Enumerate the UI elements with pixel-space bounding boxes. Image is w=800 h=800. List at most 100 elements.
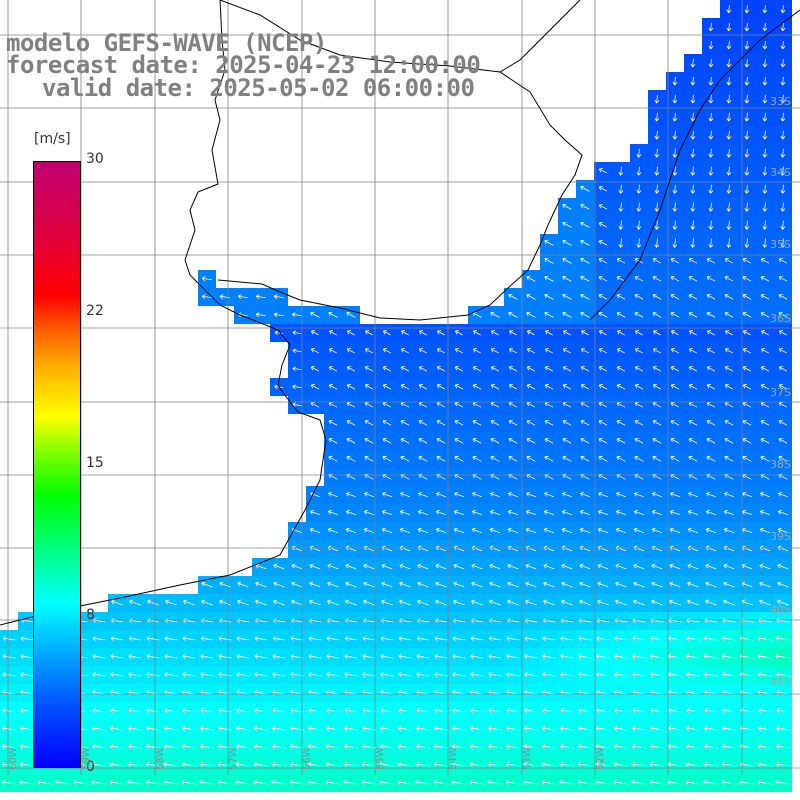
wind-arrow — [723, 599, 735, 606]
wind-arrow — [237, 294, 248, 300]
wind-arrow — [742, 437, 752, 444]
wind-arrow — [703, 635, 719, 641]
wind-arrow — [690, 202, 696, 212]
wind-arrow — [777, 527, 789, 534]
wind-arrow — [292, 366, 302, 372]
wind-arrow — [726, 148, 732, 158]
wind-arrow — [597, 509, 608, 516]
wind-arrow — [580, 491, 590, 498]
wind-arrow — [382, 402, 392, 408]
valid-date: valid date: 2025-05-02 06:00:00 — [42, 74, 475, 102]
wind-arrow — [505, 707, 520, 713]
wind-arrow — [742, 384, 752, 390]
wind-arrow — [91, 725, 107, 731]
wind-arrow — [361, 779, 377, 785]
wind-arrow — [780, 202, 786, 212]
wind-arrow — [562, 491, 572, 498]
wind-arrow — [487, 707, 502, 713]
wind-arrow — [690, 58, 696, 68]
wind-arrow — [780, 40, 786, 50]
wind-arrow — [253, 707, 268, 713]
wind-arrow — [744, 112, 750, 122]
wind-arrow — [690, 130, 696, 140]
wind-arrow — [777, 599, 789, 606]
wind-arrow — [672, 148, 678, 158]
wind-arrow — [472, 402, 482, 408]
wind-arrow — [688, 311, 698, 318]
wind-arrow — [578, 636, 592, 641]
wind-arrow — [744, 23, 750, 32]
wind-arrow — [109, 761, 125, 767]
wind-arrow — [757, 779, 773, 785]
wind-arrow — [363, 527, 375, 534]
wind-arrow — [742, 275, 752, 282]
wind-arrow — [726, 23, 732, 32]
wind-arrow — [271, 707, 286, 713]
lat-label: 34S — [770, 166, 791, 179]
wind-arrow — [235, 707, 250, 713]
wind-arrow — [218, 636, 232, 641]
wind-arrow — [688, 455, 698, 462]
lat-lon-grid — [0, 0, 800, 775]
wind-arrow — [685, 725, 701, 731]
wind-arrow — [667, 779, 683, 785]
wind-arrow — [346, 491, 356, 498]
wind-arrow — [487, 725, 503, 731]
wind-arrow — [633, 509, 644, 516]
lon-label: 53W — [522, 747, 533, 770]
wind-arrow — [400, 437, 410, 444]
wind-arrow — [436, 437, 446, 444]
wind-arrow — [271, 761, 287, 767]
wind-arrow — [346, 330, 355, 336]
wind-arrow — [417, 563, 429, 570]
wind-arrow — [345, 599, 357, 606]
wind-arrow — [690, 238, 696, 248]
wind-arrow — [672, 94, 678, 104]
wind-arrow — [708, 112, 714, 122]
wind-arrow — [634, 311, 644, 318]
wind-arrow — [654, 184, 660, 194]
wind-arrow — [471, 509, 482, 516]
wind-arrow — [595, 671, 610, 677]
wind-arrow — [672, 184, 678, 194]
wind-arrow — [672, 202, 678, 212]
wind-arrow — [706, 384, 716, 390]
wind-arrow — [1, 725, 17, 731]
wind-arrow — [381, 527, 393, 534]
wind-arrow — [237, 581, 249, 588]
wind-arrow — [454, 348, 463, 354]
wind-arrow — [631, 743, 647, 749]
wind-arrow — [598, 455, 608, 462]
wind-arrow — [562, 455, 572, 462]
wind-arrow — [487, 761, 503, 767]
wind-arrow — [199, 761, 215, 767]
wind-arrow — [201, 276, 212, 282]
wind-arrow — [325, 707, 340, 713]
wind-arrow — [20, 654, 34, 659]
wind-arrow — [634, 293, 644, 300]
wind-arrow — [615, 581, 627, 588]
wind-arrow — [672, 238, 678, 248]
wind-arrow — [706, 330, 715, 336]
wind-arrow — [544, 384, 554, 390]
wind-arrow — [670, 455, 680, 462]
wind-arrow — [308, 654, 322, 659]
wind-arrow — [325, 779, 341, 785]
wind-arrow — [672, 166, 678, 176]
wind-arrow — [780, 130, 786, 140]
wind-arrow — [780, 184, 786, 194]
wind-arrow — [363, 509, 374, 516]
wind-arrow — [544, 455, 554, 462]
wind-arrow — [687, 581, 699, 588]
wind-arrow — [200, 636, 214, 641]
lat-label: 37S — [770, 386, 791, 399]
wind-arrow — [703, 743, 719, 749]
wind-arrow — [310, 348, 319, 354]
wind-arrow — [417, 527, 429, 534]
wind-arrow — [164, 672, 178, 677]
wind-arrow — [382, 491, 392, 498]
wind-arrow — [613, 671, 628, 677]
wind-arrow — [526, 348, 535, 354]
wind-arrow — [182, 636, 196, 641]
wind-arrow — [542, 636, 556, 641]
